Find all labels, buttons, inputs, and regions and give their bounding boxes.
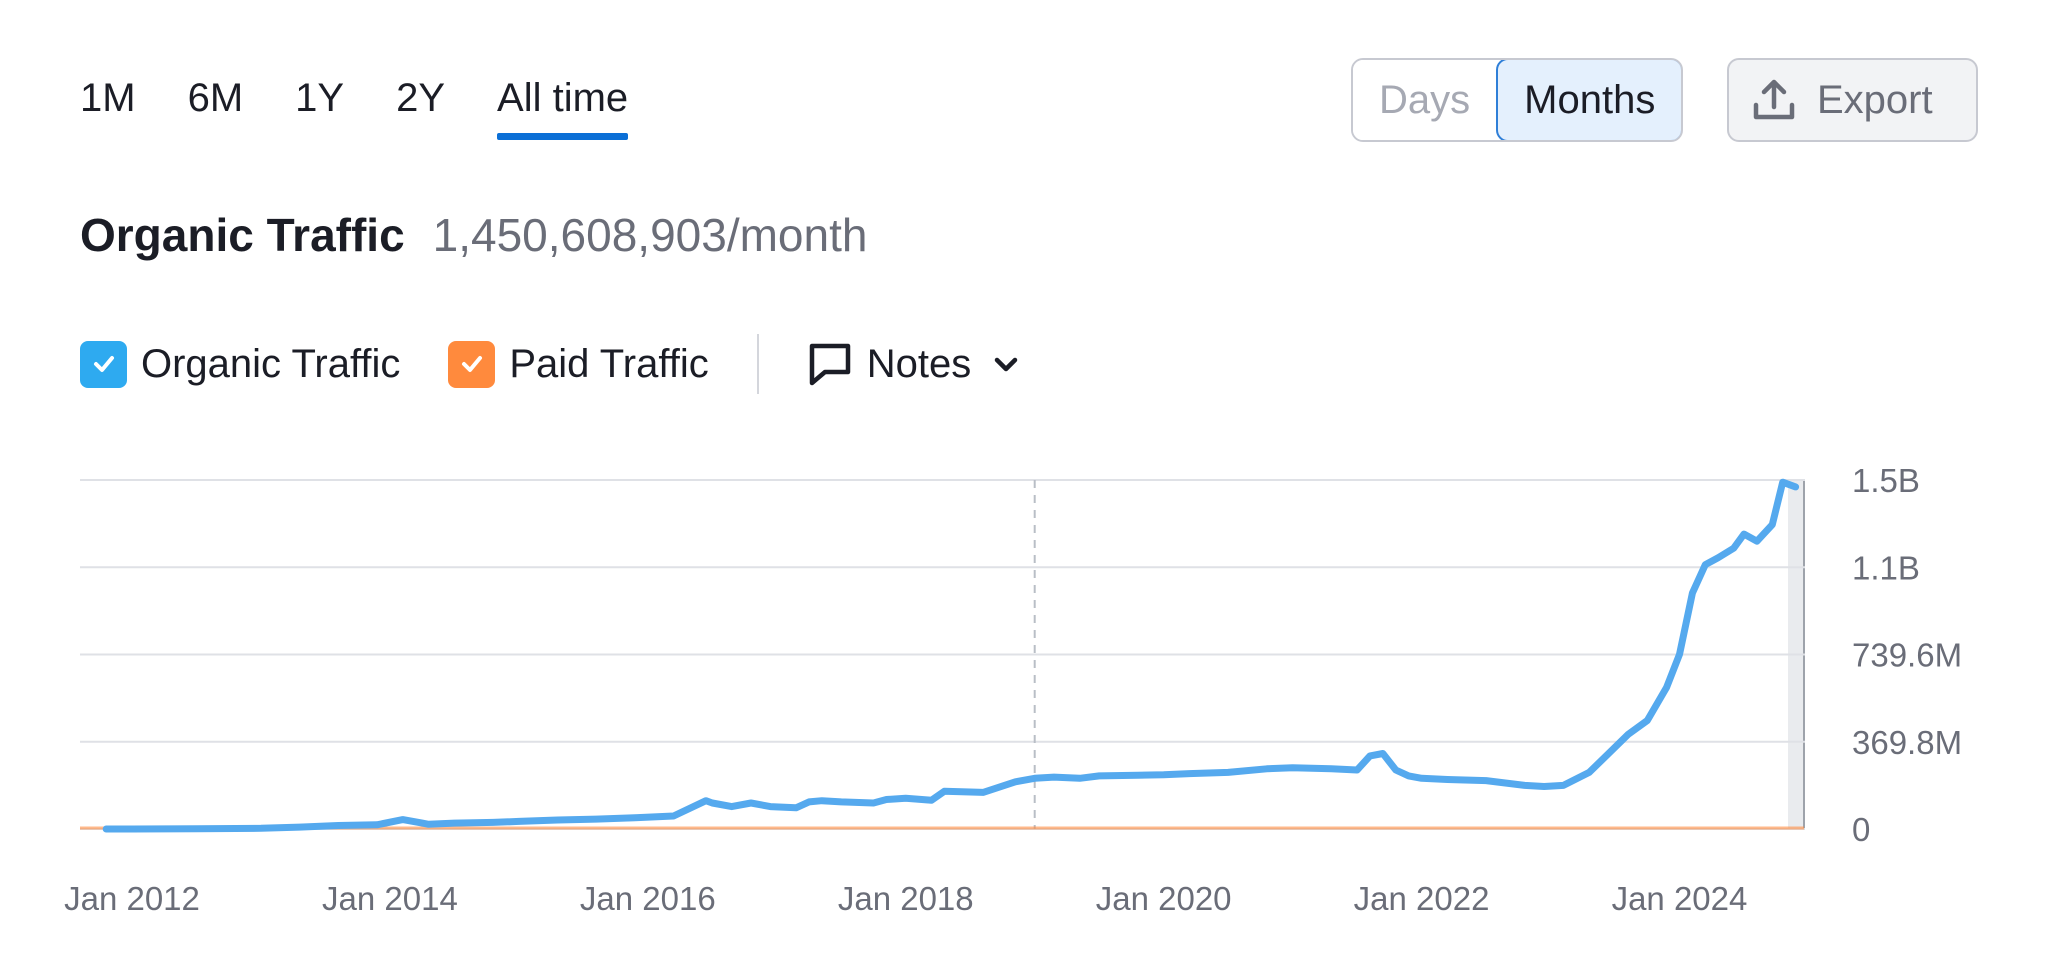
export-button[interactable]: Export: [1727, 58, 1978, 142]
legend-paid-traffic[interactable]: Paid Traffic: [448, 340, 709, 388]
legend-organic-traffic[interactable]: Organic Traffic: [80, 340, 401, 388]
legend: Organic Traffic Paid Traffic Notes: [80, 334, 1024, 394]
upload-icon: [1753, 79, 1795, 120]
notes-dropdown[interactable]: Notes: [807, 341, 1024, 387]
x-tick-label: Jan 2024: [1612, 880, 1748, 917]
tab-all-time[interactable]: All time: [497, 70, 629, 140]
period-tabs: 1M 6M 1Y 2Y All time: [80, 70, 680, 140]
x-tick-label: Jan 2012: [64, 880, 200, 917]
x-tick-label: Jan 2020: [1096, 880, 1232, 917]
y-tick-label: 1.5B: [1852, 462, 1920, 499]
y-tick-label: 1.1B: [1852, 549, 1920, 586]
organic-traffic-chart[interactable]: 0 369.8M 739.6M 1.1B 1.5B Jan 2012 Jan 2014 Jan…: [0, 440, 2048, 940]
tab-1m[interactable]: 1M: [80, 76, 136, 120]
tab-1y[interactable]: 1Y: [295, 76, 345, 120]
comment-icon: [809, 343, 850, 386]
granularity-toggle: Days Months: [1351, 58, 1684, 142]
checkbox-checked-icon[interactable]: [80, 340, 127, 388]
months-button[interactable]: Months: [1496, 60, 1682, 140]
notes-label: Notes: [866, 341, 972, 386]
x-tick-label: Jan 2016: [580, 880, 716, 917]
tab-6m[interactable]: 6M: [187, 76, 244, 120]
y-tick-label: 369.8M: [1852, 724, 1962, 761]
y-tick-label: 0: [1852, 811, 1870, 848]
page-title: Organic Traffic: [80, 209, 405, 261]
x-tick-label: Jan 2014: [322, 880, 458, 917]
tab-2y[interactable]: 2Y: [396, 76, 446, 120]
chevron-down-icon: [994, 357, 1018, 372]
metric-value: 1,450,608,903/month: [432, 209, 868, 261]
y-tick-label: 739.6M: [1852, 637, 1962, 674]
legend-divider: [756, 334, 759, 394]
metric-header: Organic Traffic 1,450,608,903/month: [80, 208, 867, 262]
days-button[interactable]: Days: [1353, 60, 1497, 140]
export-label: Export: [1817, 77, 1933, 122]
checkbox-checked-icon[interactable]: [448, 340, 496, 388]
x-tick-label: Jan 2022: [1354, 880, 1490, 917]
legend-organic-label: Organic Traffic: [141, 341, 401, 386]
legend-paid-label: Paid Traffic: [509, 341, 709, 386]
x-tick-label: Jan 2018: [838, 880, 974, 917]
organic-traffic-line: [102, 478, 1800, 833]
